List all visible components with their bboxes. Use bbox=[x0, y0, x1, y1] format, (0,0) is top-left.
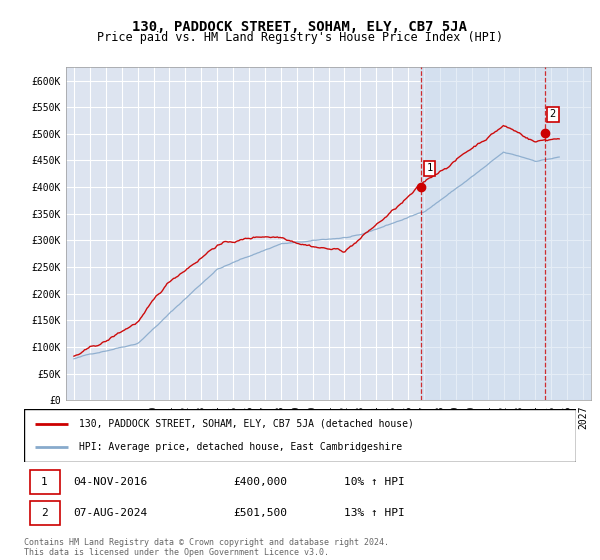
Text: 130, PADDOCK STREET, SOHAM, ELY, CB7 5JA: 130, PADDOCK STREET, SOHAM, ELY, CB7 5JA bbox=[133, 20, 467, 34]
Text: Price paid vs. HM Land Registry's House Price Index (HPI): Price paid vs. HM Land Registry's House … bbox=[97, 31, 503, 44]
Text: 10% ↑ HPI: 10% ↑ HPI bbox=[344, 477, 405, 487]
Bar bbox=[29, 469, 60, 494]
Bar bbox=[29, 501, 60, 525]
Text: HPI: Average price, detached house, East Cambridgeshire: HPI: Average price, detached house, East… bbox=[79, 442, 403, 452]
Text: Contains HM Land Registry data © Crown copyright and database right 2024.
This d: Contains HM Land Registry data © Crown c… bbox=[24, 538, 389, 557]
Text: 1: 1 bbox=[41, 477, 48, 487]
Text: 2: 2 bbox=[41, 508, 48, 518]
Text: 04-NOV-2016: 04-NOV-2016 bbox=[74, 477, 148, 487]
Text: 2: 2 bbox=[550, 109, 556, 119]
Text: 13% ↑ HPI: 13% ↑ HPI bbox=[344, 508, 405, 518]
Text: £501,500: £501,500 bbox=[234, 508, 288, 518]
Bar bbox=[421, 67, 591, 400]
Bar bbox=[545, 67, 591, 400]
Text: 1: 1 bbox=[426, 164, 433, 174]
Text: 130, PADDOCK STREET, SOHAM, ELY, CB7 5JA (detached house): 130, PADDOCK STREET, SOHAM, ELY, CB7 5JA… bbox=[79, 419, 414, 429]
Text: £400,000: £400,000 bbox=[234, 477, 288, 487]
Text: 07-AUG-2024: 07-AUG-2024 bbox=[74, 508, 148, 518]
